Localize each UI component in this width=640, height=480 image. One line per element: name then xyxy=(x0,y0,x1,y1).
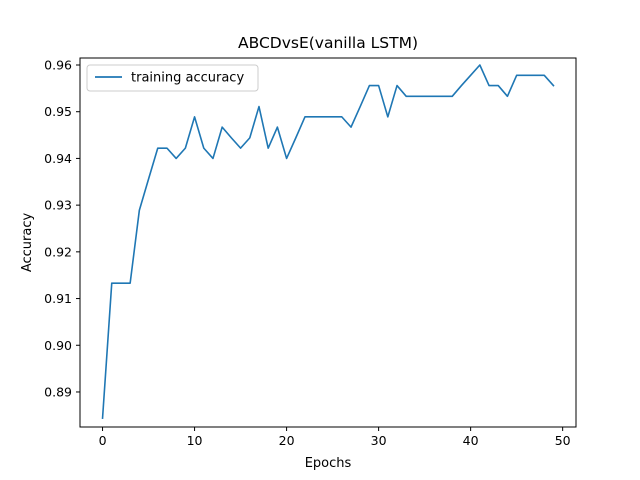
y-tick-label: 0.95 xyxy=(44,104,72,119)
y-tick-label: 0.93 xyxy=(44,198,72,213)
plot-area xyxy=(80,58,576,427)
axes-frame xyxy=(79,57,577,428)
series-layer xyxy=(101,64,555,419)
x-tick-label: 0 xyxy=(99,433,107,448)
y-tick-label: 0.89 xyxy=(44,384,72,399)
legend-label: training accuracy xyxy=(131,71,244,86)
x-tick-label: 10 xyxy=(187,433,203,448)
y-tick-label: 0.94 xyxy=(44,151,72,166)
legend: training accuracy xyxy=(86,64,259,92)
y-axis-label: Accuracy xyxy=(20,213,35,273)
x-tick-label: 20 xyxy=(279,433,295,448)
series-line-0 xyxy=(101,64,555,419)
x-tick-label: 50 xyxy=(555,433,571,448)
x-tick-label: 30 xyxy=(371,433,387,448)
legend-box xyxy=(86,64,259,92)
y-tick-label: 0.91 xyxy=(44,291,72,306)
y-tick-label: 0.90 xyxy=(44,338,72,353)
chart-title: ABCDvsE(vanilla LSTM) xyxy=(238,34,418,52)
x-tick-label: 40 xyxy=(463,433,479,448)
y-tick-label: 0.96 xyxy=(44,58,72,73)
x-axis-label: Epochs xyxy=(305,456,352,471)
y-tick-label: 0.92 xyxy=(44,244,72,259)
axes-layer: 0 10 20 30 40 50 0.89 0.90 0.91 0.92 0.93 0.94 0.95 0… xyxy=(44,57,577,448)
